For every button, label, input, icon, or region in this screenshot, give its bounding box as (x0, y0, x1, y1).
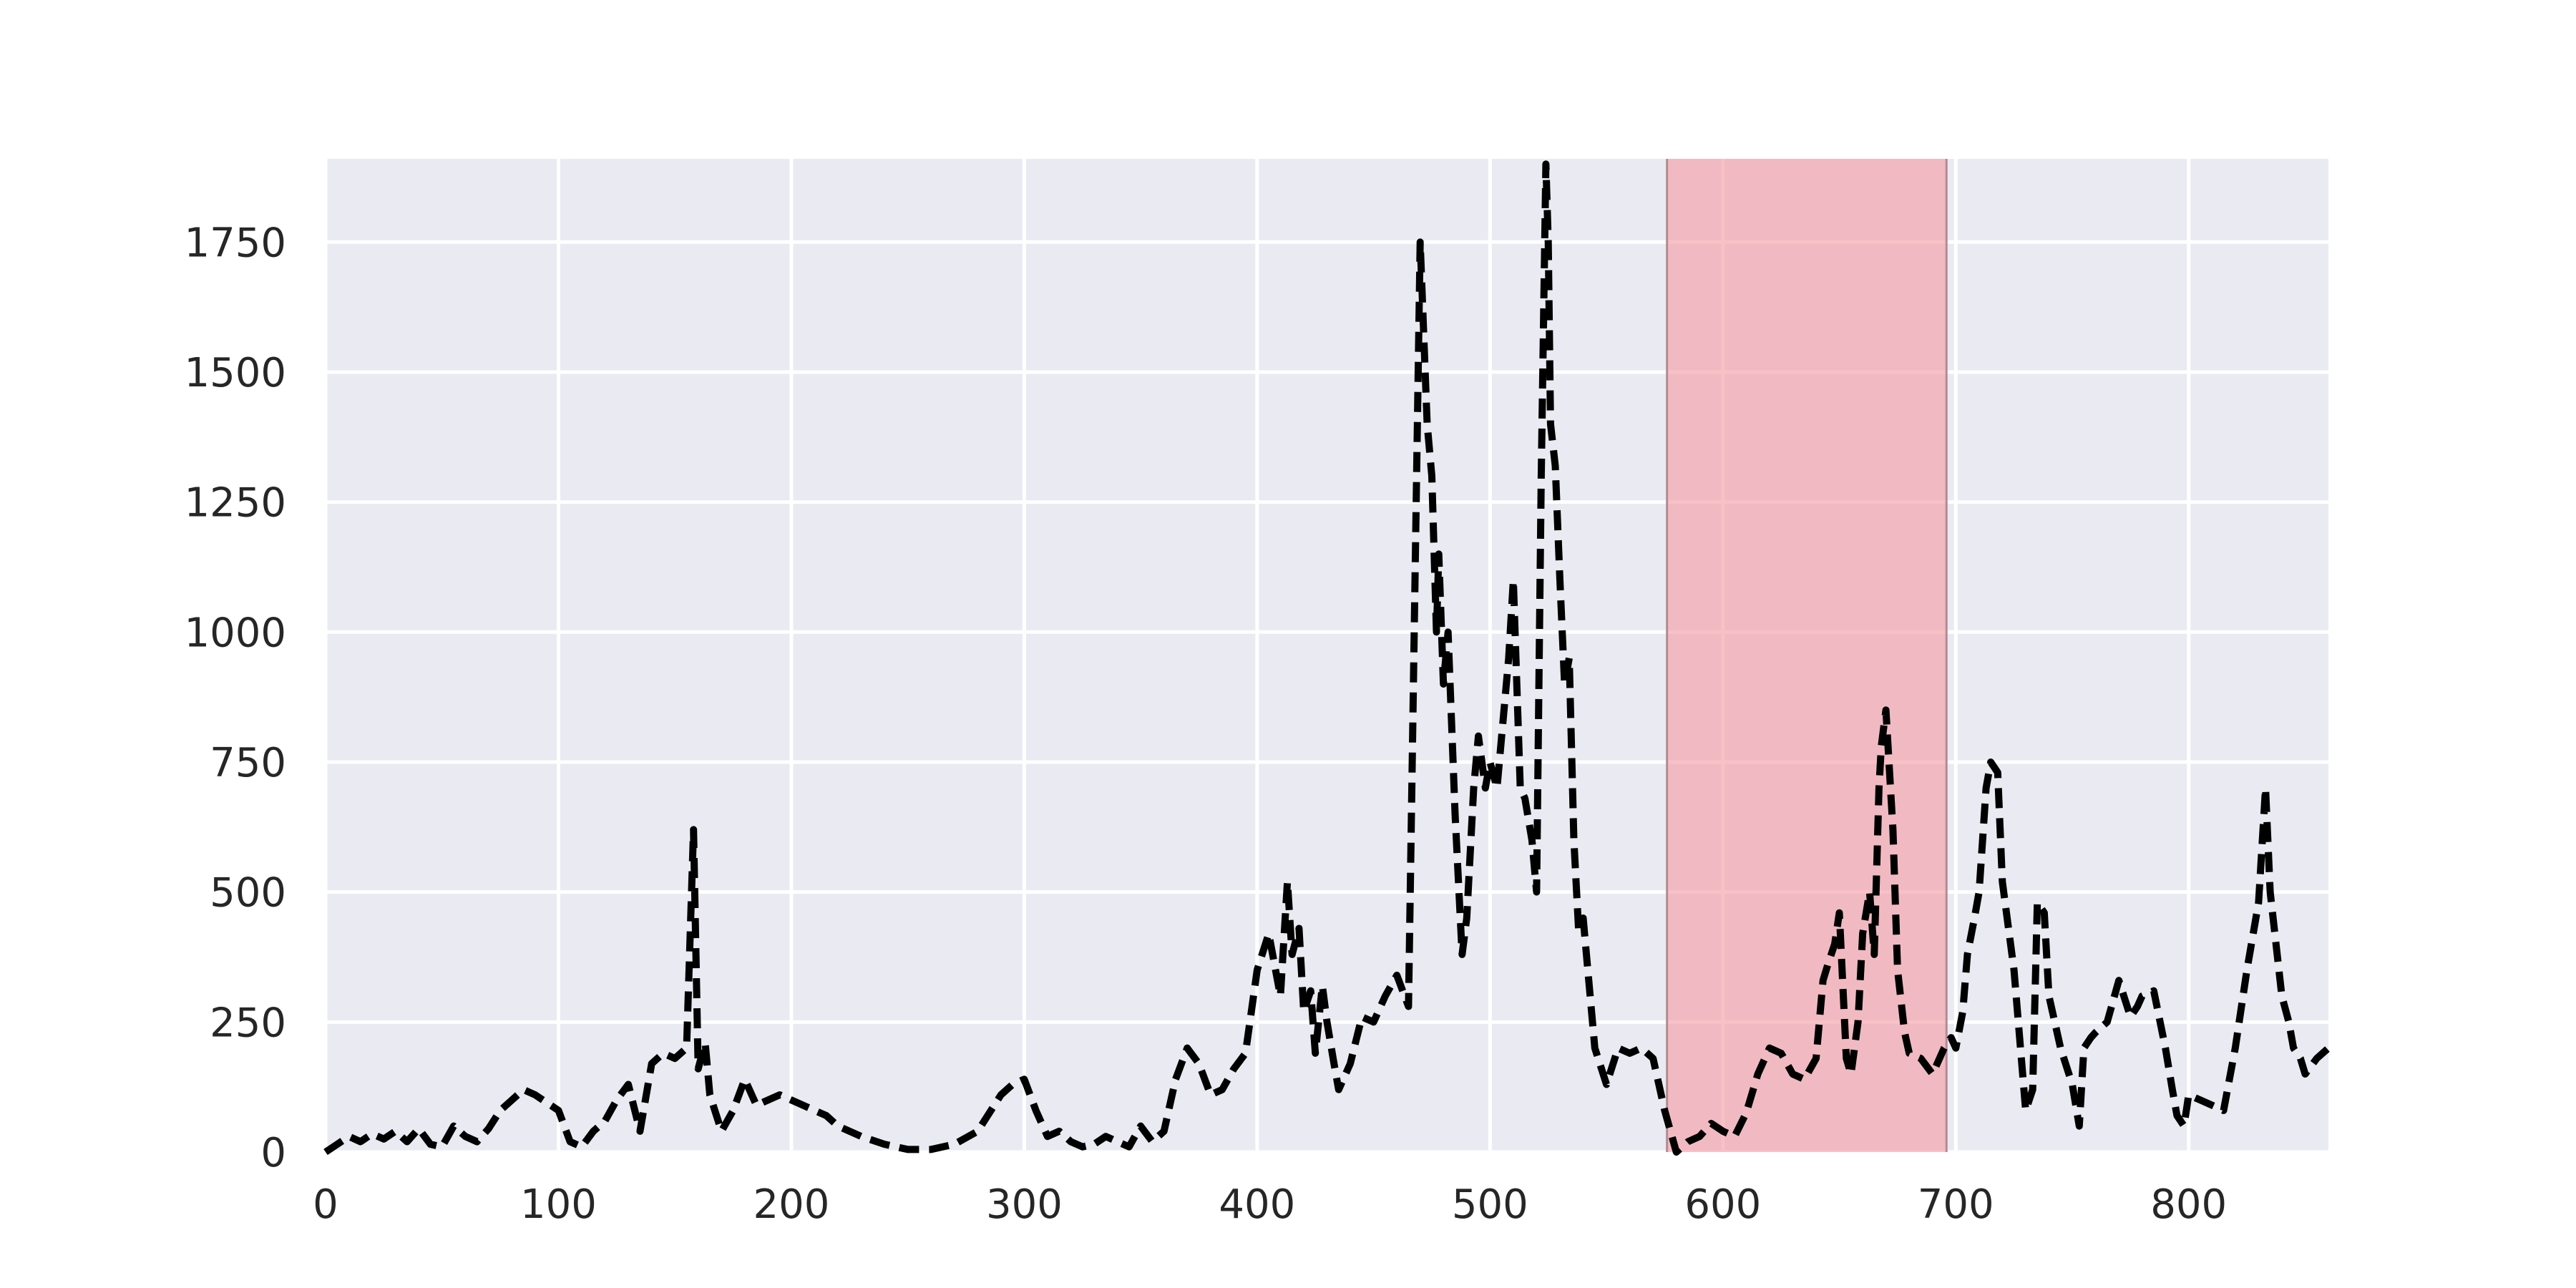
highlight-span (1667, 159, 1947, 1152)
y-tick-label: 250 (210, 1000, 286, 1046)
x-tick-label: 600 (1684, 1181, 1761, 1228)
x-axis-tick-labels: 0 100 200 300 400 500 600 700 800 (313, 1181, 2227, 1228)
x-tick-label: 200 (753, 1181, 829, 1228)
x-tick-label: 800 (2150, 1181, 2227, 1228)
x-tick-label: 300 (986, 1181, 1063, 1228)
y-tick-label: 1000 (184, 610, 286, 656)
x-tick-label: 400 (1219, 1181, 1295, 1228)
x-tick-label: 100 (520, 1181, 597, 1228)
y-tick-label: 1250 (184, 480, 286, 527)
y-axis-tick-labels: 0 250 500 750 1000 1250 1500 1750 (184, 220, 286, 1176)
y-tick-label: 0 (260, 1130, 286, 1176)
series-line (323, 160, 2331, 1156)
x-tick-label: 700 (1918, 1181, 1994, 1228)
y-tick-label: 1750 (184, 220, 286, 266)
y-tick-label: 500 (210, 870, 286, 917)
x-tick-label: 0 (313, 1181, 338, 1228)
plot-background (326, 159, 2328, 1152)
y-tick-label: 750 (210, 740, 286, 786)
y-tick-label: 1500 (184, 350, 286, 396)
x-tick-label: 500 (1452, 1181, 1528, 1228)
